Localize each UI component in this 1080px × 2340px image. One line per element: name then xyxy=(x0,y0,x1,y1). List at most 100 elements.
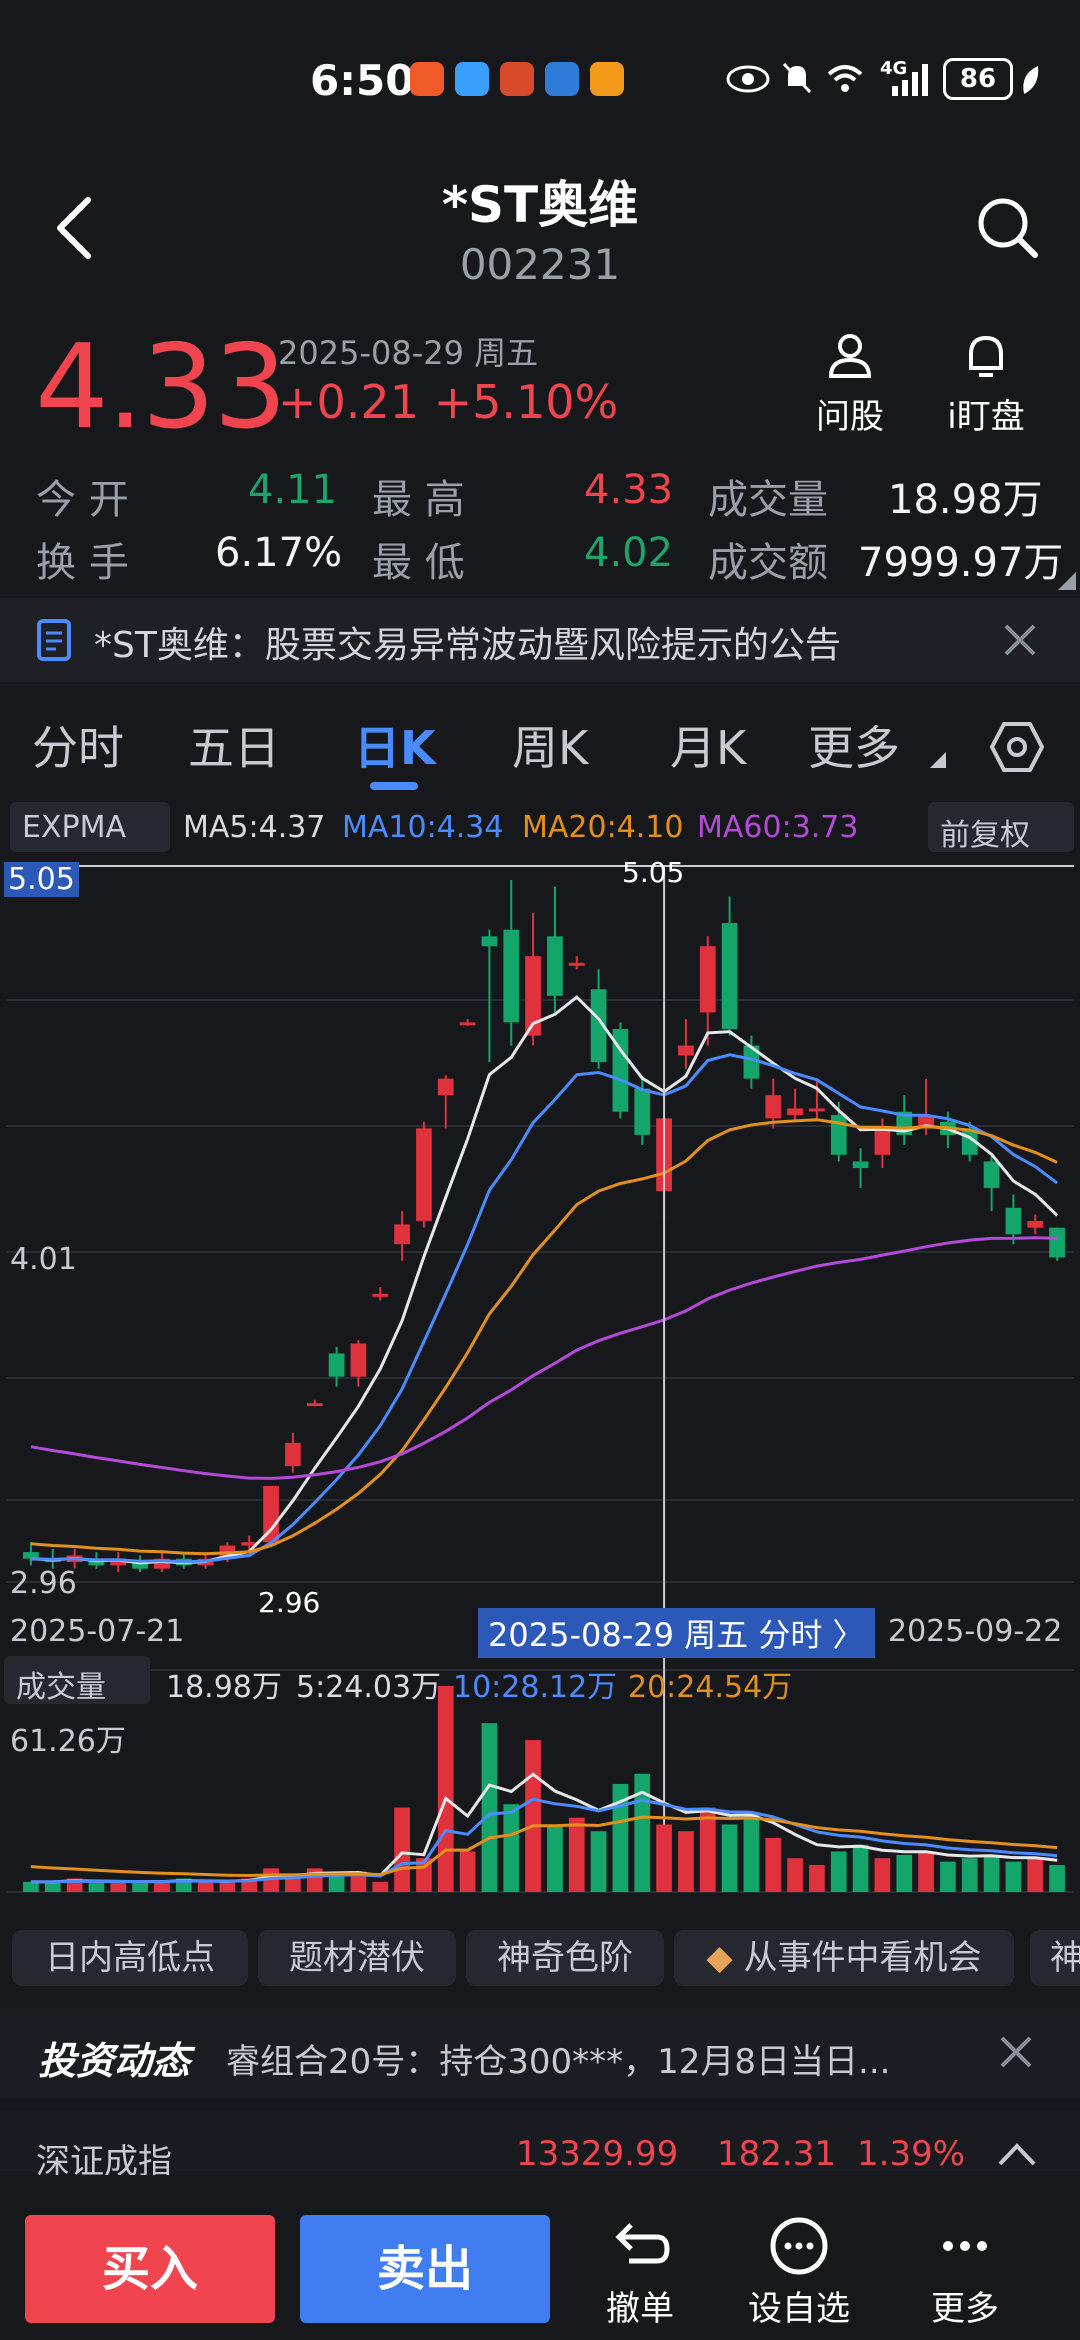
more-circle-icon xyxy=(770,2217,828,2275)
volume-bar xyxy=(350,1871,367,1892)
index-pct: 1.39% xyxy=(857,2134,966,2174)
volume-bar xyxy=(830,1851,847,1892)
announcement-bar[interactable]: *ST奥维：股票交易异常波动暨风险提示的公告 xyxy=(0,598,1080,682)
chevron-up-icon[interactable] xyxy=(998,2142,1036,2166)
game-notification-icon xyxy=(500,62,534,96)
candle-body xyxy=(263,1485,279,1543)
volume-bar xyxy=(525,1740,541,1892)
turnover-value: 6.17% xyxy=(215,530,343,576)
candle-body xyxy=(132,1562,148,1569)
candle-body xyxy=(285,1442,301,1467)
candle-body xyxy=(110,1558,127,1566)
tab-intraday[interactable]: 分时 xyxy=(32,721,124,775)
tab-monthly-k[interactable]: 月K xyxy=(670,721,747,775)
volume-bar xyxy=(612,1783,629,1892)
volume-bar xyxy=(568,1817,585,1892)
high-value: 4.33 xyxy=(584,467,674,513)
candle-body xyxy=(525,956,541,1036)
cancel-order-label: 撤单 xyxy=(606,2289,674,2329)
volume-indicator-selector[interactable]: 成交量 xyxy=(4,1656,150,1705)
volume-ma20-line xyxy=(30,1815,1058,1878)
event-opportunity-label: 从事件中看机会 xyxy=(743,1938,982,1978)
more-button[interactable]: 更多 xyxy=(900,2215,1030,2330)
tab-five-day[interactable]: 五日 xyxy=(188,721,280,775)
volume-bar xyxy=(154,1881,170,1892)
user-advice-icon xyxy=(828,334,872,378)
candle-body xyxy=(350,1343,367,1377)
more-label: 更多 xyxy=(931,2289,999,2329)
settings-hex-icon[interactable] xyxy=(990,720,1044,774)
candle-body xyxy=(481,936,498,947)
volume-bar xyxy=(132,1881,148,1892)
volume-bar xyxy=(23,1881,39,1892)
candle-body xyxy=(678,1045,694,1056)
sell-button[interactable]: 卖出 xyxy=(300,2215,550,2323)
volume-bar xyxy=(372,1881,389,1892)
watch-board-button[interactable]: i盯盘 xyxy=(926,330,1046,438)
candle-body xyxy=(416,1128,432,1222)
volume-bar xyxy=(1005,1861,1022,1892)
back-icon[interactable] xyxy=(52,196,96,260)
volume-ma10-line xyxy=(30,1797,1058,1884)
search-icon[interactable] xyxy=(975,195,1039,259)
index-value: 13329.99 xyxy=(516,2134,679,2174)
cancel-order-button[interactable]: 撤单 xyxy=(575,2215,705,2330)
ma10-line xyxy=(30,1053,1059,1564)
close-icon[interactable] xyxy=(1002,622,1038,658)
volume-bar xyxy=(918,1851,934,1892)
stock-name: *ST奥维 xyxy=(441,176,639,234)
volume-bar xyxy=(983,1854,1000,1892)
y-mid-label: 4.01 xyxy=(10,1242,77,1277)
ma20-value: MA20:4.10 xyxy=(522,810,684,845)
tab-daily-k[interactable]: 日K xyxy=(354,721,436,775)
event-opportunity-button[interactable]: ◆ 从事件中看机会 xyxy=(674,1930,1014,1986)
cloud-notification-icon xyxy=(455,62,489,96)
buy-button[interactable]: 买入 xyxy=(25,2215,275,2323)
volume-bar xyxy=(44,1881,61,1892)
theme-lurk-button[interactable]: 题材潜伏 xyxy=(258,1930,456,1986)
intraday-high-low-button[interactable]: 日内高低点 xyxy=(12,1930,248,1986)
volume-indicator-label: 成交量 xyxy=(16,1670,106,1705)
magic-color-button[interactable]: 神奇色阶 xyxy=(466,1930,664,1986)
candle-body xyxy=(1027,1221,1044,1228)
news-bar[interactable]: 投资动态 睿组合20号：持仓300***，12月8日当日... xyxy=(0,2008,1080,2098)
volume-current: 18.98万 xyxy=(166,1670,282,1705)
tab-weekly-k[interactable]: 周K xyxy=(512,721,589,775)
indicator-selector[interactable]: EXPMA xyxy=(10,802,170,852)
volume-bar xyxy=(197,1881,214,1892)
current-price: 4.33 xyxy=(35,320,287,455)
add-watchlist-button[interactable]: 设自选 xyxy=(734,2215,864,2330)
more-feature-button[interactable]: 神 xyxy=(1030,1930,1080,1986)
cursor-date-button[interactable]: 2025-08-29 周五 分时 〉 xyxy=(478,1608,875,1658)
expand-corner-icon[interactable] xyxy=(1058,572,1076,590)
candle-body xyxy=(1049,1227,1065,1258)
change-value: +0.21 xyxy=(278,375,419,429)
ma5-value: MA5:4.37 xyxy=(183,810,326,845)
candle-body xyxy=(437,1078,454,1096)
quote-date: 2025-08-29 周五 xyxy=(278,334,539,372)
volume-bar xyxy=(394,1807,410,1892)
kline-chart[interactable] xyxy=(0,800,1080,1940)
high-label: 最 高 xyxy=(372,477,465,523)
news-brand: 投资动态 xyxy=(38,2039,191,2083)
candle-body xyxy=(306,1403,323,1407)
index-change: 182.31 xyxy=(717,2134,836,2174)
ma10-value: MA10:4.34 xyxy=(342,810,504,845)
volume-bar xyxy=(219,1881,236,1892)
candle-body xyxy=(612,1028,629,1112)
ma60-line xyxy=(30,1236,1058,1480)
browser-notification-icon xyxy=(545,62,579,96)
app-notification-icon xyxy=(410,62,444,96)
ask-stock-button[interactable]: 问股 xyxy=(790,330,910,438)
battery-indicator: 86 xyxy=(943,58,1013,100)
undo-icon xyxy=(615,2223,670,2264)
signal-icon xyxy=(892,64,928,96)
network-type: 4G xyxy=(880,58,908,79)
add-watchlist-label: 设自选 xyxy=(748,2289,850,2329)
volume-bar xyxy=(852,1844,869,1892)
price-change: +0.21 +5.10% xyxy=(278,375,618,429)
status-bar: 6:50 4G 86 xyxy=(0,40,1080,120)
news-close-icon[interactable] xyxy=(1000,2036,1032,2068)
tab-more[interactable]: 更多 xyxy=(808,721,900,775)
adjust-selector[interactable]: 前复权 xyxy=(928,802,1074,853)
